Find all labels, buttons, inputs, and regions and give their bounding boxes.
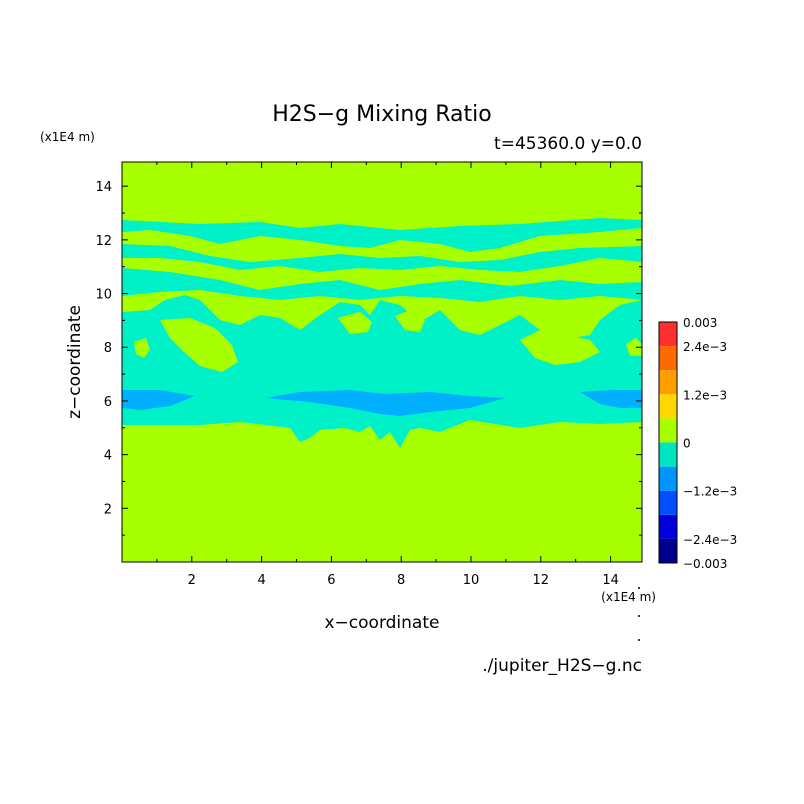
colorbar-frame	[658, 321, 678, 564]
negative-band	[122, 295, 642, 448]
y-tick-label: 8	[104, 341, 112, 356]
x-tick-label: 12	[533, 573, 550, 588]
y-axis-label: z−coordinate	[65, 305, 85, 419]
x-tick-label: 2	[188, 573, 196, 588]
colorbar-swatch	[659, 394, 677, 419]
x-tick-label: 6	[327, 573, 335, 588]
colorbar-label: −1.2e−3	[683, 485, 737, 499]
positive-island	[395, 310, 425, 332]
deep-negative-band	[580, 390, 642, 408]
x-axis-label: x−coordinate	[325, 613, 440, 633]
colorbar-label: 1.2e−3	[683, 388, 727, 402]
colorbar-label: 0.003	[683, 316, 717, 330]
x-tick-label: 10	[463, 573, 480, 588]
colorbar-swatch	[659, 490, 677, 515]
deep-negative-band	[265, 390, 505, 416]
marker-dots	[638, 587, 640, 641]
positive-island	[626, 338, 642, 356]
x-tick-label: 8	[397, 573, 405, 588]
colorbar-label: −0.003	[683, 557, 727, 571]
colorbar-label: 0	[683, 437, 691, 451]
colorbar-swatch	[659, 466, 677, 491]
positive-island	[160, 318, 238, 372]
chart-title: H2S−g Mixing Ratio	[272, 102, 492, 127]
colorbar-swatch	[659, 370, 677, 395]
colorbar-swatch	[659, 418, 677, 443]
y-tick-label: 10	[95, 288, 112, 303]
positive-island	[520, 330, 600, 365]
positive-island	[338, 312, 372, 334]
colorbar-swatch	[659, 514, 677, 539]
x-tick-label: 4	[257, 573, 265, 588]
y-unit-label: (x1E4 m)	[40, 130, 95, 144]
x-unit-label: (x1E4 m)	[601, 590, 656, 604]
contour-field	[122, 162, 642, 562]
colorbar-swatch	[659, 322, 677, 347]
colorbar-swatch	[659, 442, 677, 467]
colorbar-label: 2.4e−3	[683, 340, 727, 354]
positive-island	[134, 338, 150, 358]
colorbar-label: −2.4e−3	[683, 533, 737, 547]
upper-streak	[122, 268, 642, 302]
chart-subtitle: t=45360.0 y=0.0	[494, 134, 642, 154]
plot-frame	[121, 161, 643, 563]
y-axis: 2 4 6 8 10 12 14	[95, 180, 642, 536]
y-tick-label: 14	[95, 180, 112, 195]
y-tick-label: 2	[104, 502, 112, 517]
y-tick-label: 6	[104, 395, 112, 410]
colorbar: 0.003 2.4e−3 1.2e−3 0 −1.2e−3 −2.4e−3 −0.003	[658, 316, 737, 571]
y-tick-label: 4	[104, 449, 112, 464]
y-tick-label: 12	[95, 234, 112, 249]
x-axis: 2 4 6 8 10 12 14	[156, 162, 619, 588]
colorbar-swatch	[659, 346, 677, 371]
upper-streak	[122, 244, 642, 272]
x-tick-label: 14	[602, 573, 619, 588]
deep-negative-band	[122, 390, 195, 410]
upper-streak	[122, 218, 642, 252]
source-file-label: ./jupiter_H2S−g.nc	[482, 656, 642, 676]
colorbar-swatch	[659, 538, 677, 563]
